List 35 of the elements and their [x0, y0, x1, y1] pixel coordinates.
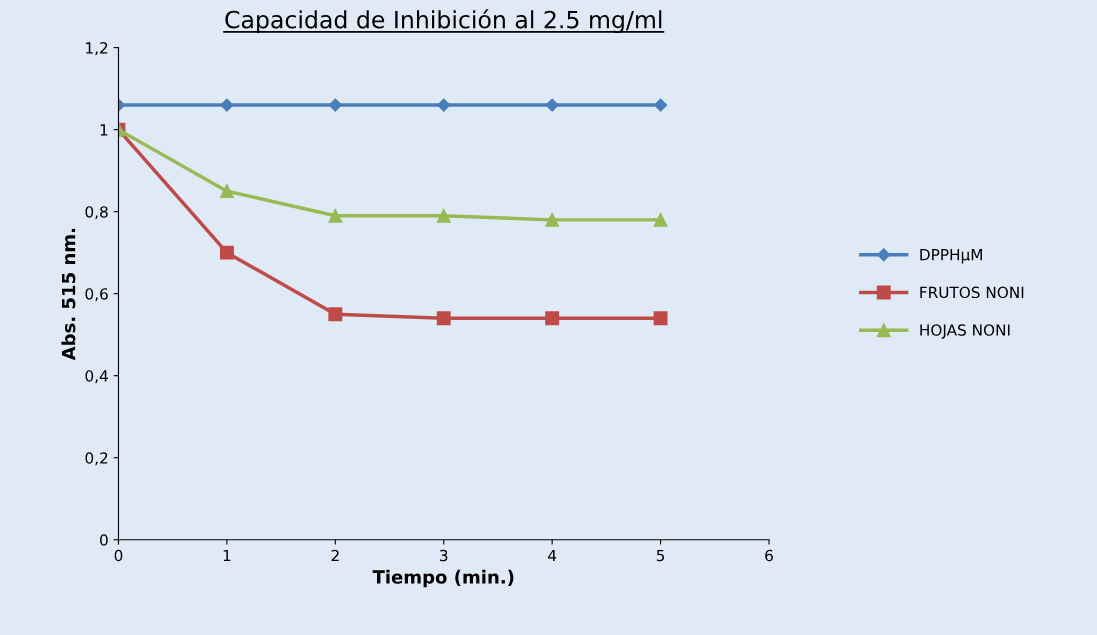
point	[436, 311, 451, 326]
legend-label: FRUTOS NONI	[920, 286, 1024, 299]
x-tick-label: 6	[765, 549, 773, 562]
y-tick-label: 0,4	[85, 370, 108, 384]
chart-title: Capacidad de Inhibición al 2.5 mg/ml	[225, 9, 662, 34]
y-tick-label: 1,2	[86, 42, 108, 56]
point	[437, 98, 451, 112]
x-tick-label: 1	[223, 549, 231, 562]
point	[219, 245, 234, 260]
legend-label: DPPHμM	[920, 249, 982, 264]
point	[328, 208, 343, 223]
legend-label: HOJAS NONI	[920, 324, 1010, 339]
x-tick-label: 4	[548, 549, 557, 562]
point	[219, 184, 234, 199]
point	[653, 212, 668, 227]
point	[545, 311, 560, 326]
point	[436, 208, 451, 223]
point	[653, 98, 668, 112]
x-tick-label: 5	[656, 549, 665, 562]
point	[328, 98, 342, 112]
x-axis-title: Tiempo (min.)	[372, 569, 514, 588]
point	[653, 311, 668, 326]
x-tick-label: 0	[114, 549, 123, 562]
y-tick-label: 1	[100, 124, 108, 136]
point	[545, 98, 559, 112]
point	[220, 98, 234, 112]
y-tick-label: 0,6	[85, 288, 108, 302]
y-tick-label: 0,8	[85, 206, 108, 220]
point	[328, 307, 343, 322]
y-axis-title: Abs. 515 nm.	[61, 228, 76, 361]
x-tick-label: 2	[331, 549, 339, 562]
y-tick-label: 0,2	[85, 452, 108, 466]
x-tick-label: 3	[440, 549, 448, 562]
point	[545, 212, 560, 227]
y-tick-label: 0	[100, 534, 108, 546]
